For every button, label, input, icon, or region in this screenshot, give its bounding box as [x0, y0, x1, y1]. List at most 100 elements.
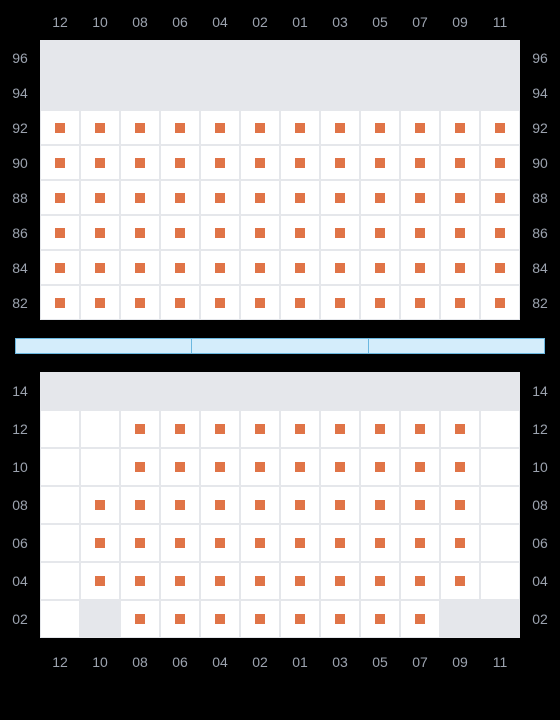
seat-marker[interactable]: [375, 123, 385, 133]
seat-marker[interactable]: [175, 158, 185, 168]
seat-marker[interactable]: [255, 263, 265, 273]
seat-marker[interactable]: [175, 614, 185, 624]
seat-marker[interactable]: [415, 500, 425, 510]
seat-marker[interactable]: [455, 193, 465, 203]
seat-marker[interactable]: [175, 193, 185, 203]
seat-marker[interactable]: [175, 123, 185, 133]
seat-marker[interactable]: [175, 228, 185, 238]
seat-marker[interactable]: [375, 614, 385, 624]
seat-marker[interactable]: [415, 193, 425, 203]
seat-marker[interactable]: [55, 193, 65, 203]
seat-marker[interactable]: [255, 462, 265, 472]
seat-marker[interactable]: [335, 228, 345, 238]
seat-marker[interactable]: [335, 263, 345, 273]
seat-marker[interactable]: [295, 538, 305, 548]
seat-marker[interactable]: [135, 298, 145, 308]
seat-marker[interactable]: [55, 263, 65, 273]
seat-marker[interactable]: [215, 193, 225, 203]
seat-marker[interactable]: [415, 298, 425, 308]
seat-marker[interactable]: [215, 538, 225, 548]
seat-marker[interactable]: [455, 538, 465, 548]
seat-marker[interactable]: [215, 462, 225, 472]
seat-marker[interactable]: [375, 424, 385, 434]
seat-marker[interactable]: [135, 576, 145, 586]
seat-marker[interactable]: [215, 158, 225, 168]
seat-marker[interactable]: [255, 538, 265, 548]
seat-marker[interactable]: [335, 158, 345, 168]
seat-marker[interactable]: [455, 576, 465, 586]
seat-marker[interactable]: [375, 462, 385, 472]
seat-marker[interactable]: [415, 228, 425, 238]
seat-marker[interactable]: [335, 576, 345, 586]
seat-marker[interactable]: [375, 158, 385, 168]
seat-marker[interactable]: [335, 193, 345, 203]
seat-marker[interactable]: [55, 228, 65, 238]
seat-marker[interactable]: [295, 158, 305, 168]
seat-marker[interactable]: [295, 500, 305, 510]
seat-marker[interactable]: [175, 538, 185, 548]
seat-marker[interactable]: [495, 158, 505, 168]
seat-marker[interactable]: [455, 424, 465, 434]
seat-marker[interactable]: [295, 614, 305, 624]
seat-marker[interactable]: [295, 576, 305, 586]
seat-marker[interactable]: [175, 298, 185, 308]
seat-marker[interactable]: [215, 576, 225, 586]
seat-marker[interactable]: [455, 158, 465, 168]
seat-marker[interactable]: [415, 158, 425, 168]
seat-marker[interactable]: [295, 263, 305, 273]
seat-marker[interactable]: [175, 263, 185, 273]
seat-marker[interactable]: [415, 424, 425, 434]
seat-marker[interactable]: [415, 576, 425, 586]
seat-marker[interactable]: [215, 298, 225, 308]
seat-marker[interactable]: [135, 462, 145, 472]
seat-marker[interactable]: [495, 123, 505, 133]
seat-marker[interactable]: [455, 500, 465, 510]
seat-marker[interactable]: [215, 424, 225, 434]
seat-marker[interactable]: [375, 538, 385, 548]
seat-marker[interactable]: [135, 228, 145, 238]
seat-marker[interactable]: [135, 424, 145, 434]
seat-marker[interactable]: [135, 123, 145, 133]
seat-marker[interactable]: [255, 298, 265, 308]
seat-marker[interactable]: [255, 193, 265, 203]
seat-marker[interactable]: [215, 500, 225, 510]
seat-marker[interactable]: [55, 298, 65, 308]
seat-marker[interactable]: [255, 500, 265, 510]
seat-marker[interactable]: [495, 193, 505, 203]
seat-marker[interactable]: [215, 263, 225, 273]
seat-marker[interactable]: [335, 614, 345, 624]
seat-marker[interactable]: [455, 228, 465, 238]
seat-marker[interactable]: [335, 500, 345, 510]
seat-marker[interactable]: [455, 263, 465, 273]
seat-marker[interactable]: [375, 500, 385, 510]
seat-marker[interactable]: [295, 424, 305, 434]
seat-marker[interactable]: [175, 576, 185, 586]
seat-marker[interactable]: [455, 298, 465, 308]
seat-marker[interactable]: [375, 263, 385, 273]
seat-marker[interactable]: [255, 576, 265, 586]
seat-marker[interactable]: [95, 123, 105, 133]
seat-marker[interactable]: [135, 193, 145, 203]
seat-marker[interactable]: [215, 614, 225, 624]
seat-marker[interactable]: [135, 500, 145, 510]
seat-marker[interactable]: [95, 158, 105, 168]
seat-marker[interactable]: [335, 298, 345, 308]
seat-marker[interactable]: [415, 462, 425, 472]
seat-marker[interactable]: [175, 424, 185, 434]
seat-marker[interactable]: [175, 500, 185, 510]
seat-marker[interactable]: [215, 228, 225, 238]
seat-marker[interactable]: [455, 123, 465, 133]
seat-marker[interactable]: [55, 158, 65, 168]
seat-marker[interactable]: [95, 538, 105, 548]
seat-marker[interactable]: [415, 614, 425, 624]
seat-marker[interactable]: [95, 500, 105, 510]
seat-marker[interactable]: [255, 614, 265, 624]
seat-marker[interactable]: [335, 123, 345, 133]
seat-marker[interactable]: [135, 538, 145, 548]
seat-marker[interactable]: [95, 193, 105, 203]
seat-marker[interactable]: [215, 123, 225, 133]
seat-marker[interactable]: [495, 298, 505, 308]
seat-marker[interactable]: [375, 576, 385, 586]
seat-marker[interactable]: [495, 228, 505, 238]
seat-marker[interactable]: [375, 298, 385, 308]
